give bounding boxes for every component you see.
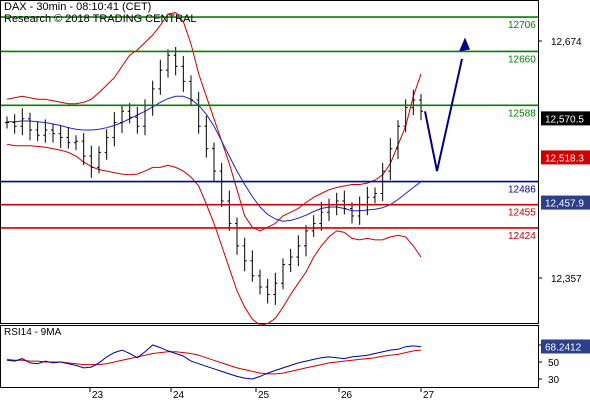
rsi-panel-frame	[0, 325, 539, 388]
level-label-12660: 12660	[508, 54, 536, 65]
rsi-y-tick-label: 50	[548, 358, 560, 369]
x-tick-label: 25	[258, 390, 270, 400]
price-tag-label: 12,518.3	[545, 153, 584, 164]
chart-header-copyright: Research © 2018 TRADING CENTRAL	[4, 13, 197, 25]
y-tick-label: 12,357	[551, 274, 582, 285]
forecast-arrow-head	[459, 37, 470, 52]
forecast-arrow-layer	[424, 37, 470, 172]
axis-layer: 12,674 12,357 23 24 25 26 27	[89, 37, 582, 400]
level-label-12455: 12455	[508, 208, 536, 219]
rsi-y-tick-label: 30	[548, 375, 560, 386]
rsi-value-tag-label: 68.2412	[545, 342, 582, 353]
x-tick-label: 23	[92, 390, 104, 400]
chart-header-title: DAX - 30min - 08:10:41 (CET)	[4, 1, 152, 13]
price-tag-box	[541, 111, 590, 126]
bollinger-upper-line	[6, 12, 422, 232]
level-label-12486: 12486	[508, 185, 536, 196]
level-label-12706: 12706	[508, 20, 536, 31]
x-tick-label: 27	[423, 390, 435, 400]
price-tag-box	[541, 150, 590, 165]
horizontal-levels-layer: 12706 12660 12588 12486 12455 12424	[1, 16, 538, 242]
rsi-panel-label: RSI14 - 9MA	[4, 327, 62, 338]
price-tags-layer: 12,570.5 12,518.3 12,457.9	[541, 111, 590, 210]
price-tag-label: 12,457.9	[545, 199, 584, 210]
y-tick-label: 12,674	[551, 37, 582, 48]
bollinger-lower-line	[6, 143, 422, 326]
price-panel-frame	[0, 0, 539, 324]
price-tag-box	[541, 195, 590, 210]
rsi-value-tag-box	[541, 339, 590, 354]
rsi-layer: 70503068.2412	[6, 339, 590, 386]
forecast-arrow-path	[424, 58, 463, 172]
x-tick-label: 24	[173, 390, 185, 400]
price-tag-label: 12,570.5	[545, 114, 584, 125]
level-label-12588: 12588	[508, 108, 536, 119]
rsi-ma-line	[6, 349, 422, 375]
level-label-12424: 12424	[508, 231, 536, 242]
rsi-line	[6, 344, 422, 380]
x-tick-label: 26	[341, 390, 353, 400]
